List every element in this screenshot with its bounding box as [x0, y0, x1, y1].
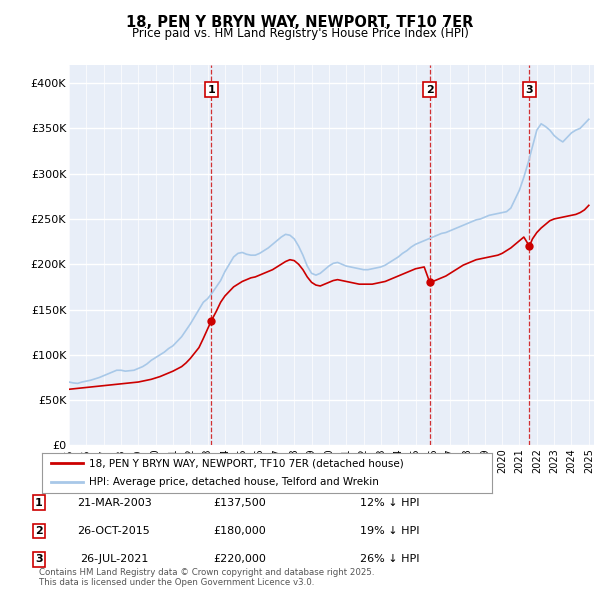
- Text: 26% ↓ HPI: 26% ↓ HPI: [360, 555, 419, 564]
- Text: £220,000: £220,000: [214, 555, 266, 564]
- Text: Price paid vs. HM Land Registry's House Price Index (HPI): Price paid vs. HM Land Registry's House …: [131, 27, 469, 40]
- Text: 26-OCT-2015: 26-OCT-2015: [77, 526, 151, 536]
- Text: 26-JUL-2021: 26-JUL-2021: [80, 555, 148, 564]
- Text: 19% ↓ HPI: 19% ↓ HPI: [360, 526, 419, 536]
- Text: 2: 2: [426, 84, 434, 94]
- Text: 18, PEN Y BRYN WAY, NEWPORT, TF10 7ER (detached house): 18, PEN Y BRYN WAY, NEWPORT, TF10 7ER (d…: [89, 458, 404, 468]
- Text: 3: 3: [526, 84, 533, 94]
- Text: 1: 1: [35, 498, 43, 507]
- Text: 3: 3: [35, 555, 43, 564]
- Text: 12% ↓ HPI: 12% ↓ HPI: [360, 498, 419, 507]
- Text: £180,000: £180,000: [214, 526, 266, 536]
- Text: 1: 1: [208, 84, 215, 94]
- Text: 18, PEN Y BRYN WAY, NEWPORT, TF10 7ER: 18, PEN Y BRYN WAY, NEWPORT, TF10 7ER: [127, 15, 473, 30]
- Text: HPI: Average price, detached house, Telford and Wrekin: HPI: Average price, detached house, Telf…: [89, 477, 379, 487]
- Text: 2: 2: [35, 526, 43, 536]
- Text: 21-MAR-2003: 21-MAR-2003: [77, 498, 151, 507]
- Text: £137,500: £137,500: [214, 498, 266, 507]
- Text: Contains HM Land Registry data © Crown copyright and database right 2025.
This d: Contains HM Land Registry data © Crown c…: [39, 568, 374, 587]
